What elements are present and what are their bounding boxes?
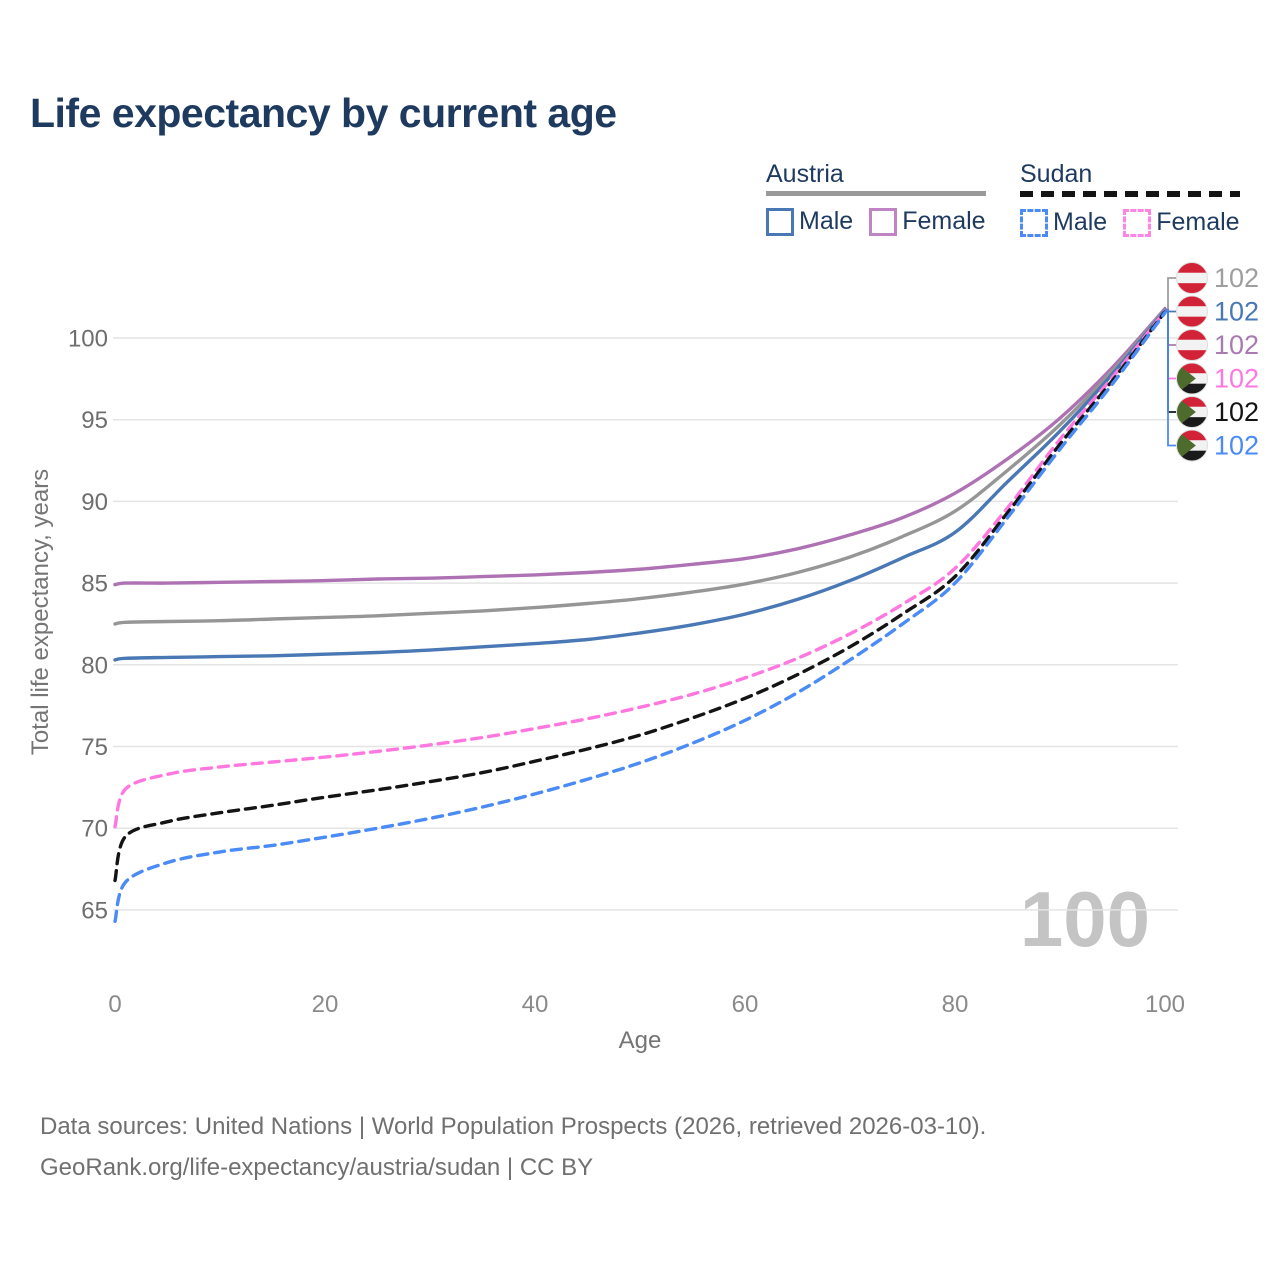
y-tick-label-70: 70	[81, 816, 108, 843]
series-line-sudan-female	[113, 309, 1167, 829]
legend-item-austria-male[interactable]: Male	[766, 207, 853, 236]
y-tick-label-65: 65	[81, 897, 108, 924]
series-line-sudan-male	[113, 311, 1167, 923]
legend-item-austria-female[interactable]: Female	[869, 207, 986, 236]
x-tick-label-100: 100	[1145, 991, 1185, 1018]
sudan-male-swatch-icon	[1020, 208, 1048, 237]
end-label-flags	[1176, 262, 1208, 462]
flag-austria-icon	[1176, 295, 1208, 328]
x-axis-title: Age	[619, 1027, 662, 1054]
page-title: Life expectancy by current age	[30, 90, 617, 136]
flag-austria-icon	[1176, 262, 1208, 294]
legend-austria-label: Austria	[766, 160, 844, 188]
legend-item-sudan-male[interactable]: Male	[1020, 208, 1107, 237]
legend-group-austria: Austria Male Female	[766, 160, 986, 236]
series-line-austria-male	[113, 308, 1167, 662]
connector-sudan-total	[1165, 309, 1176, 413]
flag-austria-icon	[1176, 329, 1208, 361]
x-tick-label-0: 0	[108, 991, 121, 1018]
y-tick-label-90: 90	[81, 489, 108, 516]
legend-group-sudan: Sudan Male Female	[1020, 160, 1240, 237]
current-age-counter-watermark: 100	[1020, 875, 1150, 963]
connector-austria-female	[1165, 309, 1176, 346]
legend-sudan-label: Sudan	[1020, 160, 1093, 188]
connector-sudan-male	[1165, 309, 1176, 447]
x-tick-label-40: 40	[522, 991, 549, 1018]
legend-austria-solid-line-sample	[766, 191, 986, 196]
series-line-austria-total	[113, 307, 1167, 626]
y-tick-label-100: 100	[68, 326, 108, 353]
legend-item-sudan-female[interactable]: Female	[1123, 208, 1240, 237]
legend-sudan-dashed-line-sample	[1020, 191, 1240, 197]
legend-austria-female-label: Female	[902, 207, 986, 235]
end-value-austria-total: 102	[1214, 263, 1259, 293]
series-line-sudan-total	[113, 310, 1167, 883]
legend-sudan-female-label: Female	[1156, 208, 1240, 236]
legend-sudan-male-label: Male	[1053, 208, 1108, 236]
gridlines	[113, 337, 1178, 911]
series-lines	[113, 306, 1167, 923]
connector-austria-total	[1165, 277, 1176, 312]
x-tick-label-80: 80	[942, 991, 969, 1018]
austria-male-swatch-icon	[766, 207, 794, 236]
austria-female-swatch-icon	[869, 207, 898, 236]
y-tick-label-80: 80	[81, 652, 108, 679]
flag-sudan-icon	[1176, 396, 1208, 428]
end-value-sudan-female: 102	[1214, 364, 1259, 394]
footer: Data sources: United Nations | World Pop…	[40, 1106, 986, 1188]
series-line-austria-female	[113, 306, 1167, 587]
data-sources-line: Data sources: United Nations | World Pop…	[40, 1113, 987, 1140]
end-value-austria-male: 102	[1214, 297, 1259, 327]
end-value-austria-female: 102	[1214, 330, 1259, 360]
end-label-connectors	[1165, 277, 1176, 447]
sudan-female-swatch-icon	[1123, 208, 1152, 237]
x-tick-label-60: 60	[732, 991, 759, 1018]
end-value-sudan-male: 102	[1214, 431, 1259, 461]
legend-austria-male-label: Male	[799, 207, 854, 235]
y-tick-label-85: 85	[81, 571, 108, 598]
y-axis-title: Total life expectancy, years	[27, 469, 54, 755]
y-tick-label-95: 95	[81, 407, 108, 434]
y-tick-label-75: 75	[81, 734, 108, 761]
flag-sudan-icon	[1176, 362, 1208, 395]
x-tick-label-20: 20	[312, 991, 339, 1018]
axis-ticks: 65 70 75 80 85 90 95 100 0 20 40 60 80 100	[68, 326, 1185, 1019]
flag-sudan-icon	[1176, 429, 1208, 462]
end-value-sudan-total: 102	[1214, 397, 1259, 427]
attribution-line: GeoRank.org/life-expectancy/austria/suda…	[40, 1154, 594, 1181]
